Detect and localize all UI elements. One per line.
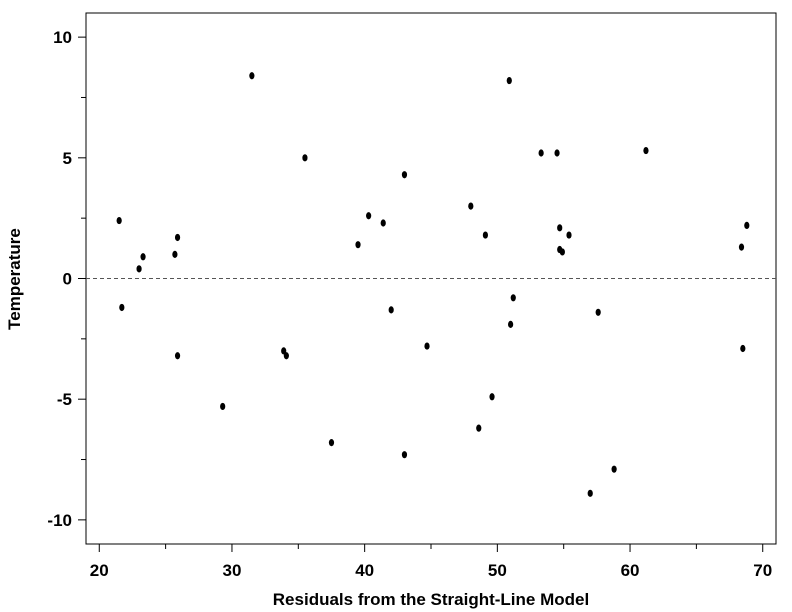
data-point [643,146,649,155]
data-point [174,233,181,242]
data-point [468,202,474,210]
data-point [174,352,181,360]
data-point [401,451,408,459]
y-tick-label: -5 [57,390,72,409]
data-point [559,248,565,256]
data-point [554,149,560,157]
data-point [119,303,125,312]
data-point [220,402,226,411]
data-point [587,489,593,497]
data-point [328,439,335,447]
data-point [566,231,572,239]
y-tick-label: -10 [47,511,72,530]
data-point [388,306,394,314]
data-point [508,320,514,328]
data-point [366,212,372,220]
data-point [476,424,482,432]
data-point [744,221,750,229]
data-point [611,465,617,473]
data-point [740,344,746,353]
y-tick-label: 0 [63,270,72,289]
data-point [302,154,308,162]
data-point [172,250,178,258]
x-tick-label: 50 [488,561,507,580]
data-point [136,265,142,273]
x-tick-label: 20 [90,561,109,580]
data-point [557,224,563,232]
data-point [140,253,146,261]
data-point [283,352,289,360]
data-point [249,72,255,80]
data-point [424,342,430,350]
data-point [506,76,512,85]
y-tick-label: 10 [53,28,72,47]
data-point [401,171,408,179]
x-tick-label: 70 [753,561,772,580]
x-tick-label: 40 [355,561,374,580]
y-tick-label: 5 [63,149,72,168]
data-point [116,216,122,225]
x-tick-label: 60 [621,561,640,580]
data-point [482,231,489,239]
data-point [510,294,516,302]
data-point [538,149,544,157]
x-tick-label: 30 [223,561,242,580]
data-point [489,393,495,401]
data-point [355,241,361,249]
data-point [595,308,601,316]
data-point [380,219,386,227]
data-point [738,243,745,251]
x-axis-title: Residuals from the Straight-Line Model [273,590,589,609]
y-axis-title: Temperature [5,228,24,330]
